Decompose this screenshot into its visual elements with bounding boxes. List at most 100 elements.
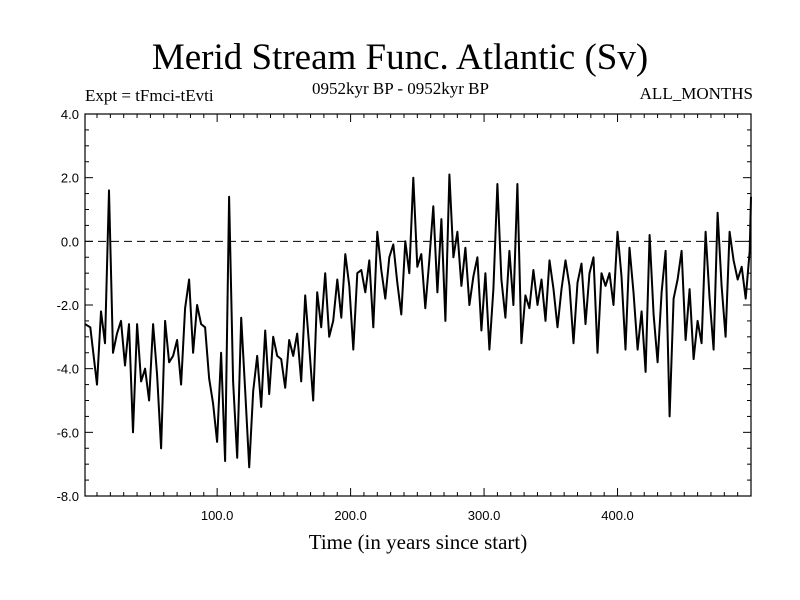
series-point [240,317,242,319]
series-point [464,247,466,249]
series-point [248,466,250,468]
series-point [280,358,282,360]
months-label: ALL_MONTHS [639,84,753,103]
series-point [468,304,470,306]
series-point [572,342,574,344]
series-point [400,314,402,316]
series-point [176,339,178,341]
series-point [296,333,298,335]
series-point [192,352,194,354]
series-point [292,355,294,357]
series-point [276,355,278,357]
x-axis-title: Time (in years since start) [309,530,528,554]
series-point [84,323,86,325]
series-point [264,329,266,331]
series-point [653,314,655,316]
series-point [617,231,619,233]
series-point [216,441,218,443]
series-point [504,317,506,319]
series-point [412,177,414,179]
series-point [104,342,106,344]
y-tick-label: -8.0 [57,489,79,504]
series-point [697,320,699,322]
series-point [316,291,318,293]
series-point [721,285,723,287]
series-point [516,183,518,185]
y-tick-label: 2.0 [61,171,79,186]
series-point [484,272,486,274]
series-point [528,307,530,309]
series-point [384,298,386,300]
series-point [160,447,162,449]
series-point [260,406,262,408]
series-point [324,272,326,274]
series-point [416,266,418,268]
series-point [689,288,691,290]
series-point [601,272,603,274]
series-point [613,304,615,306]
series-point [360,269,362,271]
series-point [204,326,206,328]
series-point [665,250,667,252]
series-point [488,349,490,351]
series-point [544,320,546,322]
x-tick-label: 200.0 [334,508,367,523]
series-point [717,212,719,214]
series-point [212,403,214,405]
series-point [320,326,322,328]
series-point [673,298,675,300]
series-point [392,244,394,246]
series-point [340,317,342,319]
series-point [156,374,158,376]
series-point [288,339,290,341]
series-point [649,234,651,236]
series-point [100,310,102,312]
series-point [576,282,578,284]
series-point [452,256,454,258]
series-point [625,349,627,351]
series-point [200,323,202,325]
series-point [580,263,582,265]
series-point [140,380,142,382]
series-point [709,298,711,300]
series-point [380,269,382,271]
series-point [508,250,510,252]
series-point [621,275,623,277]
series-point [388,256,390,258]
series-point [108,189,110,191]
series-point [148,400,150,402]
series-point [749,250,751,252]
series-point [232,380,234,382]
series-point [308,345,310,347]
series-point [681,250,683,252]
series-point [396,282,398,284]
series-point [184,307,186,309]
series-point [725,336,727,338]
series-point [236,457,238,459]
series-point [404,240,406,242]
series-point [548,259,550,261]
series-point [224,460,226,462]
series-point [536,304,538,306]
series-point [120,320,122,322]
series-point [564,259,566,261]
series-point [713,349,715,351]
series-point [637,349,639,351]
series-point [496,183,498,185]
series-point [540,279,542,281]
series-point [256,355,258,357]
series-point [364,291,366,293]
series-point [440,218,442,220]
series-point [585,323,587,325]
y-tick-label: -6.0 [57,425,79,440]
period-label: 0952kyr BP - 0952kyr BP [312,79,489,98]
y-tick-label: -4.0 [57,362,79,377]
series-point [661,291,663,293]
series-point [737,279,739,281]
series-point [132,431,134,433]
series-point [524,294,526,296]
series-point [492,288,494,290]
series-point [252,390,254,392]
series-point [408,272,410,274]
